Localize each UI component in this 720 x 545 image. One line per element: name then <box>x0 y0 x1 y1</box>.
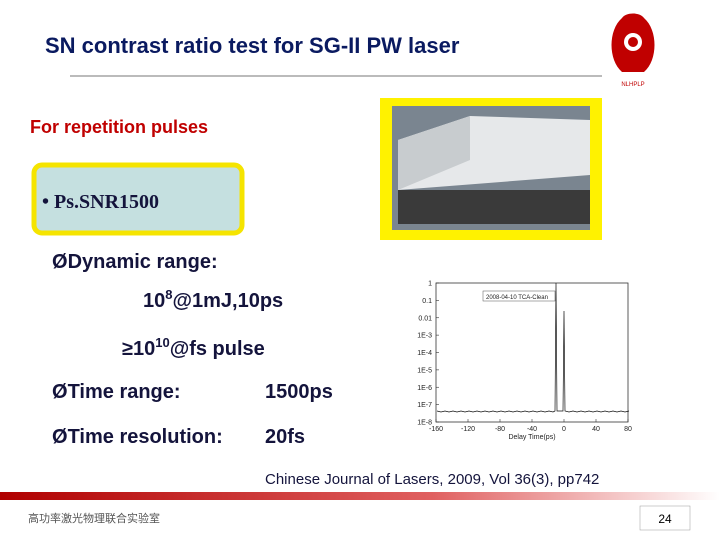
page-number: 24 <box>658 512 672 526</box>
item: ØTime resolution: <box>52 426 223 448</box>
x-axis-label: Delay Time(ps) <box>508 434 555 441</box>
logo: NLHPLP <box>611 13 655 88</box>
y-tick-label: 0.1 <box>422 298 432 305</box>
y-tick-label: 0.01 <box>418 315 432 322</box>
y-tick-label: 1E-8 <box>417 420 432 427</box>
item: ØDynamic range: <box>52 251 218 273</box>
device-photo <box>380 98 602 240</box>
footer-bar <box>0 492 720 500</box>
bullet: Ø <box>52 381 68 403</box>
sup: 10 <box>155 335 169 350</box>
label-box <box>31 162 245 236</box>
citation: Chinese Journal of Lasers, 2009, Vol 36(… <box>265 471 599 488</box>
title: SN contrast ratio test for SG-II PW lase… <box>45 33 460 58</box>
bullet: Ø <box>52 251 68 273</box>
rest: @fs pulse <box>170 338 265 360</box>
item-value: 1500ps <box>265 381 333 403</box>
x-tick-label: -40 <box>527 426 537 433</box>
y-tick-label: 1E-6 <box>417 385 432 392</box>
chart: 2008-04-10 TCA-Clean Delay Time(ps) 1 0.1… <box>417 281 632 442</box>
plot-frame <box>435 282 629 423</box>
y-tick-label: 1E-4 <box>417 350 432 357</box>
y-tick-label: 1E-5 <box>417 367 432 374</box>
legend: 2008-04-10 TCA-Clean <box>486 295 548 301</box>
base: 10 <box>143 290 165 312</box>
subtitle: For repetition pulses <box>30 117 208 137</box>
x-tick-label: 80 <box>624 426 632 433</box>
base: ≥10 <box>122 338 155 360</box>
y-tick-label: 1E-3 <box>417 333 432 340</box>
legend-box <box>482 290 556 302</box>
sup: 8 <box>165 287 172 302</box>
trace <box>436 282 630 413</box>
item-text: Time resolution: <box>68 426 223 448</box>
x-tick-label: -120 <box>461 426 475 433</box>
item: 108@1mJ,10ps <box>143 287 283 312</box>
footer-lab: 高功率激光物理联合实验室 <box>28 511 160 525</box>
x-tick-label: -160 <box>429 426 443 433</box>
y-tick-label: 1 <box>428 281 432 288</box>
item: ≥1010@fs pulse <box>122 335 265 360</box>
x-tick-label: -80 <box>495 426 505 433</box>
item-value: 20fs <box>265 426 305 448</box>
item-text: Dynamic range: <box>68 251 218 273</box>
x-tick-label: 40 <box>592 426 600 433</box>
item: ØTime range: <box>52 381 181 403</box>
y-tick-label: 1E-7 <box>417 402 432 409</box>
page-box <box>639 505 691 531</box>
rest: @1mJ,10ps <box>172 290 283 312</box>
box-label: • Ps.SNR1500 <box>42 191 159 213</box>
x-tick-label: 0 <box>562 426 566 433</box>
bullet: Ø <box>52 426 68 448</box>
logo-text: NLHPLP <box>621 82 644 88</box>
item-text: Time range: <box>68 381 181 403</box>
